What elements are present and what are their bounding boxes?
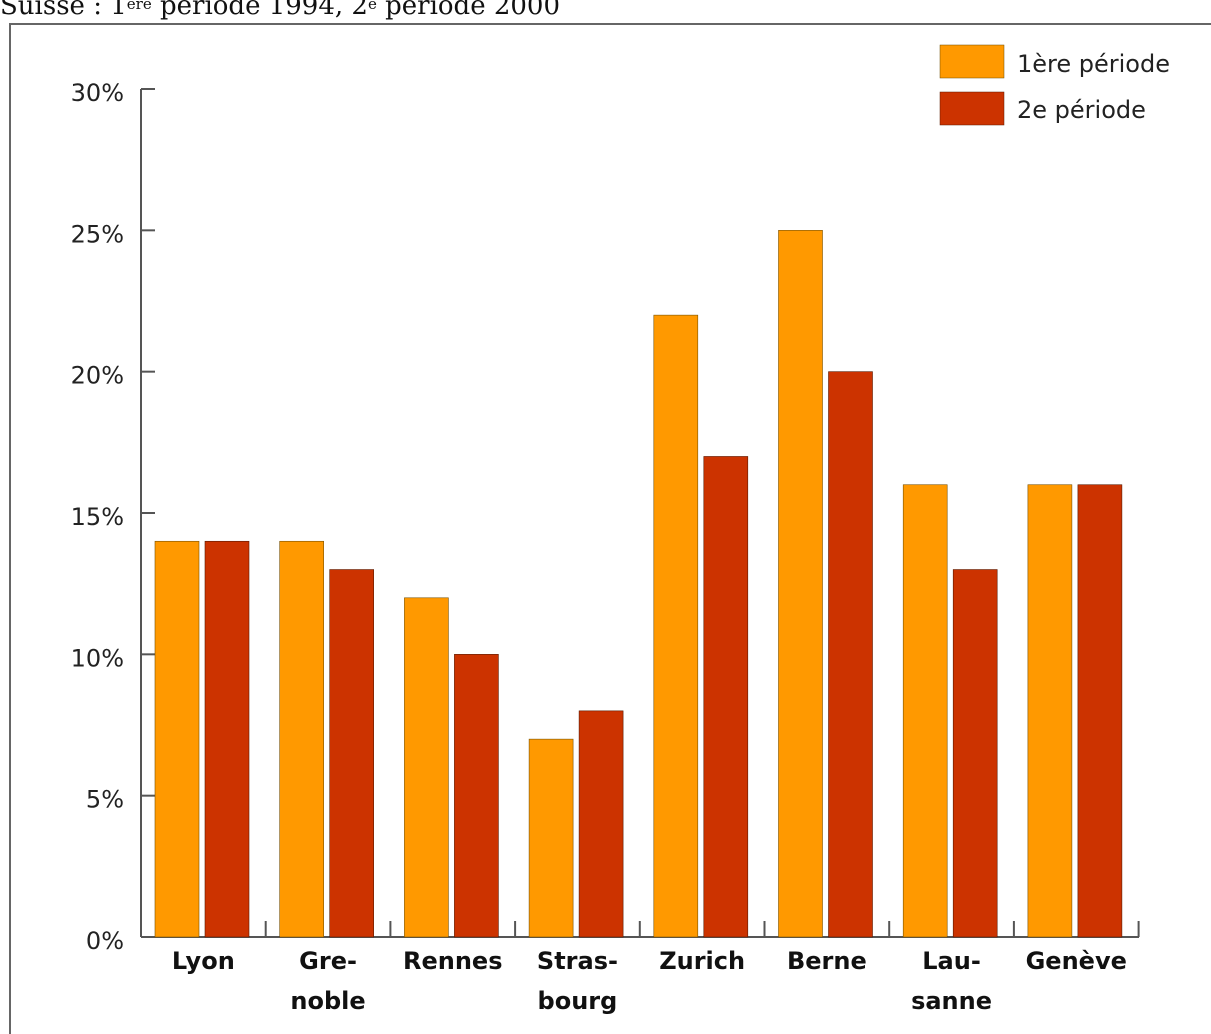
bar-rennes-2e-periode bbox=[454, 654, 499, 938]
x-category-label-zurich: Zurich bbox=[659, 947, 745, 975]
x-category-label-strasbourg-line1: Stras- bbox=[537, 947, 618, 975]
y-tick-label: 25% bbox=[71, 220, 124, 248]
bar-rennes-1ere-periode bbox=[404, 597, 449, 938]
figure-caption: Suisse : 1ère période 1994, 2e période 2… bbox=[0, 0, 560, 22]
x-category-label-strasbourg-line2: bourg bbox=[538, 987, 618, 1015]
category-labels: Lyon Gre-noble Rennes Stras-bourg Zurich Bern… bbox=[172, 947, 1127, 1015]
bars bbox=[154, 230, 1123, 938]
bar-grenoble-2e-periode bbox=[329, 569, 375, 938]
bar-lyon-1ere-periode bbox=[154, 540, 200, 938]
legend-label-2e-periode: 2e période bbox=[1017, 96, 1146, 124]
bar-grenoble-1ere-periode bbox=[279, 540, 325, 938]
caption-period1-text: période 1994, bbox=[151, 0, 352, 21]
y-tick-label: 15% bbox=[71, 503, 124, 531]
x-category-label-grenoble-line1: Gre- bbox=[299, 947, 357, 975]
x-category-label-berne: Berne bbox=[787, 947, 867, 975]
bar-geneve-1ere-periode bbox=[1027, 484, 1073, 938]
legend-label-1ere-periode: 1ère période bbox=[1017, 50, 1170, 78]
bar-berne-2e-periode bbox=[828, 371, 873, 938]
bar-geneve-2e-periode bbox=[1077, 484, 1123, 938]
y-tick-label: 10% bbox=[71, 644, 124, 672]
bar-strasbourg-2e-periode bbox=[578, 710, 624, 938]
x-category-label-lyon: Lyon bbox=[172, 947, 235, 975]
x-category-label-lausanne-line2: sanne bbox=[911, 987, 992, 1015]
y-tick-label: 5% bbox=[86, 786, 124, 814]
bar-strasbourg-1ere-periode bbox=[528, 738, 574, 938]
x-category-label-grenoble-line2: noble bbox=[290, 987, 365, 1015]
caption-period2-superscript: e bbox=[367, 0, 377, 13]
caption-period2-text: période 2000 bbox=[376, 0, 561, 21]
bar-berne-1ere-periode bbox=[778, 230, 823, 938]
caption-period1-number: 1 bbox=[110, 0, 127, 21]
bar-lausanne-1ere-periode bbox=[902, 484, 948, 938]
bar-zurich-1ere-periode bbox=[653, 314, 699, 938]
y-tick-label: 0% bbox=[86, 927, 124, 955]
x-category-label-geneve: Genève bbox=[1026, 947, 1127, 975]
legend: 1ère période 2e période bbox=[939, 44, 1170, 126]
x-category-label-rennes: Rennes bbox=[403, 947, 503, 975]
y-tick-label: 30% bbox=[71, 79, 124, 107]
bar-zurich-2e-periode bbox=[703, 456, 749, 938]
x-category-label-lausanne-line1: Lau- bbox=[922, 947, 981, 975]
caption-separator: : bbox=[84, 0, 111, 21]
legend-swatch-2e-periode bbox=[939, 91, 1005, 126]
caption-period2-number: 2 bbox=[351, 0, 368, 21]
chart-frame bbox=[9, 23, 1211, 1034]
caption-country: Suisse bbox=[0, 0, 85, 21]
legend-swatch-1ere-periode bbox=[939, 44, 1005, 79]
caption-period1-superscript: ère bbox=[126, 0, 152, 13]
y-tick-label: 20% bbox=[71, 362, 124, 390]
bar-lyon-2e-periode bbox=[204, 540, 250, 938]
bar-lausanne-2e-periode bbox=[952, 569, 998, 938]
